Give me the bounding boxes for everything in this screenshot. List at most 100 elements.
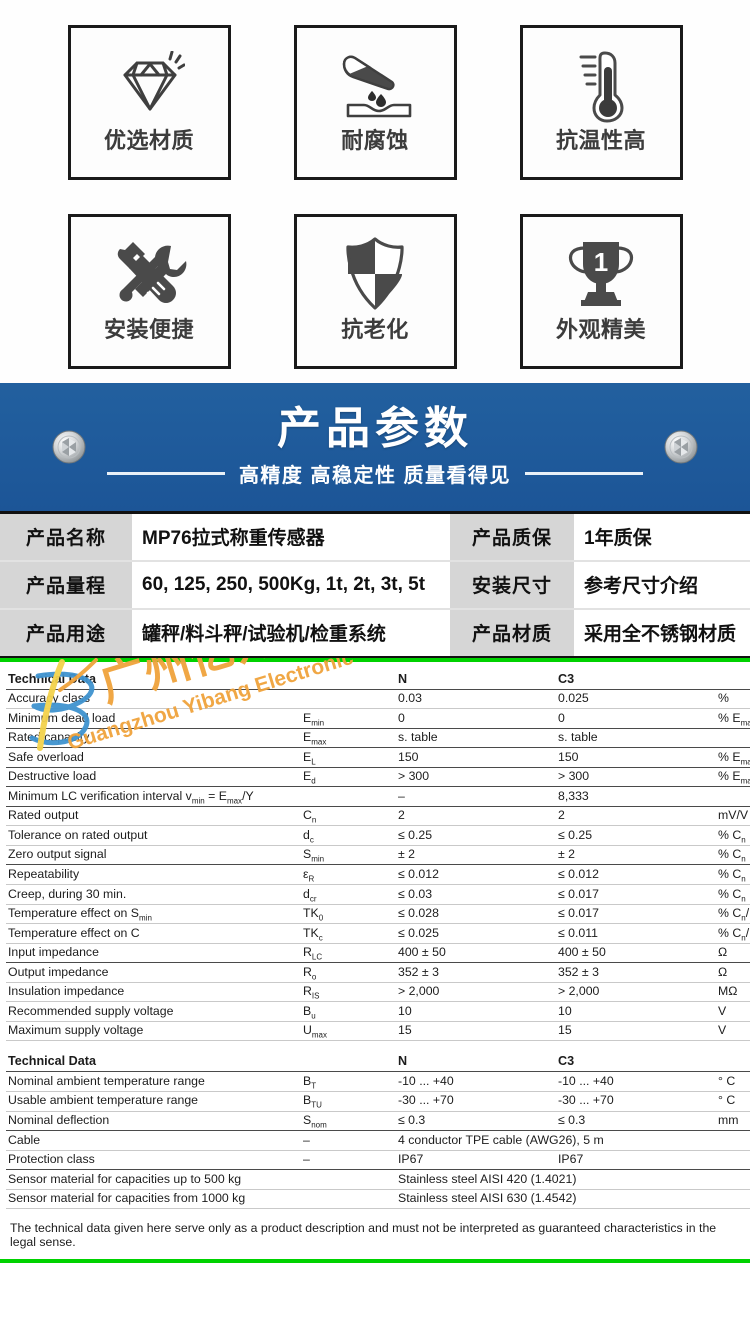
table-row: Protection class – IP67 IP67 — [6, 1150, 750, 1171]
param-value: MP76拉式称重传感器 — [132, 512, 450, 562]
row-c3: ≤ 0.017 — [556, 904, 716, 925]
row-unit: mV/V — [716, 806, 750, 827]
banner-title: 产品参数 — [277, 404, 473, 454]
banner-subtitle: 高精度 高稳定性 质量看得见 — [238, 464, 512, 487]
row-name: Input impedance — [6, 943, 301, 964]
row-name: Cable — [6, 1130, 301, 1151]
feature-card-easy-install[interactable]: 安装便捷 — [67, 214, 231, 369]
row-c3: > 300 — [556, 767, 716, 788]
row-n: 0.03 — [396, 689, 556, 710]
row-symbol — [301, 1189, 396, 1210]
row-c3: 400 ± 50 — [556, 943, 716, 964]
table-row: Destructive load Ed > 300 > 300 % Emax — [6, 767, 750, 788]
row-n: 352 ± 3 — [396, 962, 556, 983]
row-unit: % Cn — [716, 864, 750, 885]
param-value: 参考尺寸介绍 — [574, 560, 750, 610]
th-symbol — [301, 1050, 396, 1073]
screw-icon — [664, 430, 698, 464]
feature-card-corrosion-resistant[interactable]: 耐腐蚀 — [293, 25, 457, 180]
banner-rule-right — [525, 471, 644, 475]
row-name: Repeatability — [6, 864, 301, 885]
row-symbol: TK0 — [301, 904, 396, 925]
banner-subtitle-wrap: 高精度 高稳定性 质量看得见 — [106, 459, 644, 488]
table-row: Temperature effect on Smin TK0 ≤ 0.028 ≤… — [6, 904, 750, 925]
row-unit: Ω — [716, 943, 750, 964]
table-row: 产品用途 罐秤/料斗秤/试验机/检重系统 产品材质 采用全不锈钢材质 — [0, 608, 750, 657]
table-row: Cable – 4 conductor TPE cable (AWG26), 5… — [6, 1130, 750, 1151]
row-name: Temperature effect on Smin — [6, 904, 301, 925]
row-symbol — [301, 786, 396, 807]
row-symbol: dcr — [301, 884, 396, 905]
th-c3: C3 — [556, 667, 716, 690]
row-name: Sensor material for capacities from 1000… — [6, 1189, 301, 1210]
table-row: Rated capacity Emax s. table s. table — [6, 728, 750, 749]
table-row: Minimum LC verification interval vmin = … — [6, 786, 750, 807]
thermometer-icon — [569, 42, 633, 128]
row-symbol: TKc — [301, 923, 396, 944]
th-technical-data: Technical Data — [6, 1050, 301, 1073]
row-symbol: – — [301, 1130, 396, 1151]
table-row: Maximum supply voltage Umax 15 15 V — [6, 1021, 750, 1042]
th-technical-data: Technical Data — [6, 667, 301, 690]
table-row: Creep, during 30 min. dcr ≤ 0.03 ≤ 0.017… — [6, 884, 750, 905]
th-n: N — [396, 1050, 556, 1073]
row-unit: Ω — [716, 962, 750, 983]
row-unit: % Cn/10K — [716, 923, 750, 944]
table-row: Sensor material for capacities up to 500… — [6, 1169, 750, 1190]
corrosion-drop-icon — [336, 42, 414, 128]
feature-card-high-temp-resistant[interactable]: 抗温性高 — [519, 25, 683, 180]
row-n: ≤ 0.25 — [396, 825, 556, 846]
row-name: Destructive load — [6, 767, 301, 788]
row-c3: -30 ... +70 — [556, 1091, 716, 1112]
feature-label: 耐腐蚀 — [341, 128, 409, 153]
table-row: 产品名称 MP76拉式称重传感器 产品质保 1年质保 — [0, 512, 750, 562]
row-name: Safe overload — [6, 747, 301, 768]
table-header-row: Technical Data N C3 — [6, 1050, 750, 1073]
feature-card-fine-appearance[interactable]: 1 外观精美 — [519, 214, 683, 369]
row-name: Insulation impedance — [6, 982, 301, 1003]
row-c3: ± 2 — [556, 845, 716, 866]
table-row: Sensor material for capacities from 1000… — [6, 1189, 750, 1210]
table-row: Insulation impedance RIS > 2,000 > 2,000… — [6, 982, 750, 1003]
shield-icon — [344, 231, 406, 317]
row-c3: ≤ 0.017 — [556, 884, 716, 905]
row-unit: MΩ — [716, 982, 750, 1003]
row-c3: IP67 — [556, 1150, 716, 1171]
row-n: 2 — [396, 806, 556, 827]
row-name: Maximum supply voltage — [6, 1021, 301, 1042]
th-n: N — [396, 667, 556, 690]
row-name: Accuracy class — [6, 689, 301, 710]
feature-card-anti-aging[interactable]: 抗老化 — [293, 214, 457, 369]
row-n: ≤ 0.028 — [396, 904, 556, 925]
feature-label: 抗老化 — [341, 317, 409, 342]
table-row: Temperature effect on C TKc ≤ 0.025 ≤ 0.… — [6, 923, 750, 944]
row-c3: ≤ 0.25 — [556, 825, 716, 846]
row-unit: ° C — [716, 1071, 750, 1092]
row-n: > 2,000 — [396, 982, 556, 1003]
technical-data-disclaimer: The technical data given here serve only… — [10, 1221, 717, 1250]
product-parameters-banner: 产品参数 高精度 高稳定性 质量看得见 — [0, 383, 750, 511]
table-spacer — [6, 1041, 750, 1050]
row-symbol: Smin — [301, 845, 396, 866]
row-n: 0 — [396, 708, 556, 729]
row-name: Tolerance on rated output — [6, 825, 301, 846]
row-name: Rated capacity — [6, 728, 301, 749]
feature-row-1: 优选材质 耐腐蚀 — [67, 25, 683, 180]
row-unit: V — [716, 1021, 750, 1042]
row-n: IP67 — [396, 1150, 556, 1171]
table-row: 产品量程 60, 125, 250, 500Kg, 1t, 2t, 3t, 5t… — [0, 560, 750, 610]
row-unit: % Cn — [716, 825, 750, 846]
row-c3: 2 — [556, 806, 716, 827]
table-row: Minimum dead load Emin 0 0 % Emax — [6, 708, 750, 729]
row-name: Rated output — [6, 806, 301, 827]
row-value-wide: 4 conductor TPE cable (AWG26), 5 m — [396, 1130, 750, 1151]
row-symbol: Bu — [301, 1001, 396, 1022]
row-name: Minimum LC verification interval vmin = … — [6, 786, 301, 807]
row-name: Minimum dead load — [6, 708, 301, 729]
table-row: Recommended supply voltage Bu 10 10 V — [6, 1001, 750, 1022]
row-symbol: Ed — [301, 767, 396, 788]
trophy-icon: 1 — [563, 231, 639, 317]
row-n: ≤ 0.3 — [396, 1111, 556, 1132]
row-symbol: Snom — [301, 1111, 396, 1132]
feature-card-premium-material[interactable]: 优选材质 — [67, 25, 231, 180]
